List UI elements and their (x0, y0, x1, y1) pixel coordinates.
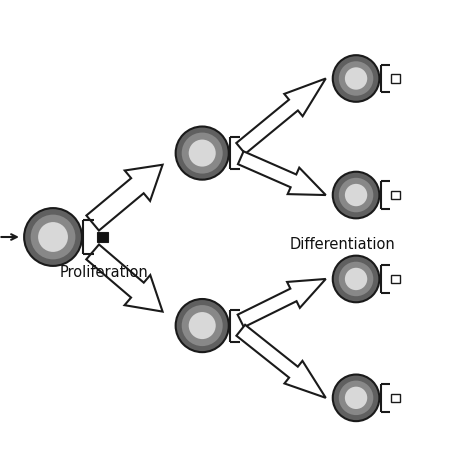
Bar (392, 191, 400, 199)
Circle shape (339, 178, 374, 212)
Circle shape (345, 387, 367, 409)
Circle shape (189, 312, 216, 339)
Bar (392, 394, 400, 402)
Text: Proliferation: Proliferation (60, 265, 149, 280)
Circle shape (176, 299, 229, 352)
Polygon shape (237, 279, 326, 327)
Circle shape (339, 262, 374, 296)
Polygon shape (238, 151, 326, 195)
Circle shape (176, 127, 229, 180)
Polygon shape (86, 165, 163, 230)
Circle shape (333, 255, 379, 302)
Circle shape (182, 133, 223, 173)
Circle shape (339, 381, 374, 415)
Circle shape (333, 172, 379, 219)
Text: Differentiation: Differentiation (289, 237, 395, 252)
Circle shape (345, 184, 367, 206)
Polygon shape (237, 325, 326, 398)
Bar (97, 231, 108, 243)
Polygon shape (237, 79, 326, 154)
Circle shape (345, 268, 367, 290)
Circle shape (38, 222, 68, 252)
Circle shape (333, 55, 379, 102)
Circle shape (31, 215, 75, 259)
Polygon shape (86, 245, 163, 311)
Circle shape (189, 139, 216, 166)
Bar (392, 74, 400, 82)
Circle shape (345, 67, 367, 90)
Bar (392, 275, 400, 283)
Circle shape (182, 305, 223, 346)
Circle shape (24, 208, 82, 266)
Circle shape (333, 374, 379, 421)
Circle shape (339, 61, 374, 96)
